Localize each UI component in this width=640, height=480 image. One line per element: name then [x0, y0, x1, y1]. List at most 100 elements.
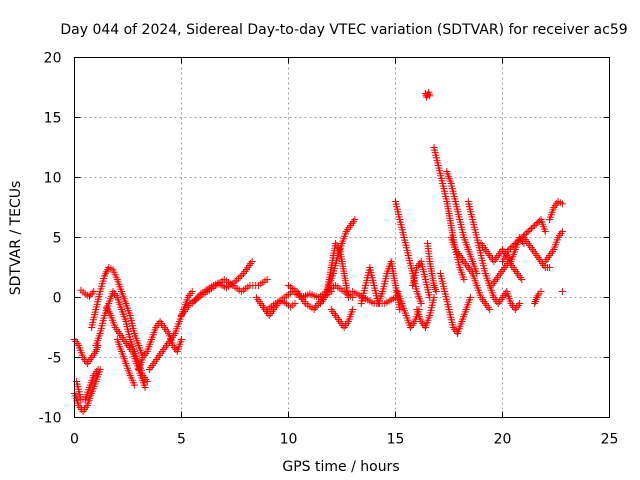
data-point — [510, 241, 518, 249]
data-point — [425, 90, 433, 98]
data-point — [143, 378, 151, 385]
data-point — [534, 292, 542, 300]
data-point — [558, 288, 566, 295]
data-point — [344, 294, 352, 301]
y-tick-label: -5 — [48, 351, 62, 367]
data-point — [518, 276, 526, 283]
series-arc-ag — [531, 288, 545, 307]
series-arc-ah — [541, 228, 566, 265]
data-point — [141, 384, 149, 391]
series-arc-d — [103, 303, 149, 391]
data-point — [130, 381, 138, 389]
series-arc-ad — [488, 258, 526, 289]
data-point — [531, 222, 539, 229]
x-tick-label: 0 — [70, 432, 79, 448]
data-point — [426, 92, 434, 100]
data-point — [291, 300, 299, 307]
series-arc-i — [188, 258, 256, 307]
series-arc-u — [413, 294, 438, 331]
series-arc-a — [77, 286, 98, 300]
x-tick-label: 10 — [280, 432, 298, 448]
series-arc-o — [327, 306, 357, 331]
data-point — [263, 276, 271, 283]
data-point — [430, 294, 438, 301]
x-tick-label: 15 — [387, 432, 405, 448]
data-point — [516, 300, 524, 307]
data-point — [236, 273, 244, 281]
data-point — [558, 228, 566, 235]
series-arc-t — [409, 258, 434, 301]
data-point — [511, 240, 519, 247]
y-tick-label: 0 — [53, 291, 62, 307]
data-point — [396, 306, 404, 313]
data-point — [527, 225, 535, 232]
series-arc-ab — [464, 198, 524, 313]
y-tick-label: 15 — [44, 111, 62, 127]
y-tick-label: 10 — [44, 171, 62, 187]
series-arc-aa — [447, 234, 494, 313]
series-arc-start-low — [71, 366, 104, 415]
data-point — [533, 294, 541, 301]
data-point — [513, 238, 521, 246]
series-arc-w — [424, 240, 440, 295]
data-point — [546, 264, 554, 271]
data-point — [524, 228, 532, 235]
x-axis-label: GPS time / hours — [282, 459, 399, 475]
data-point — [534, 219, 542, 226]
y-tick-label: 20 — [44, 51, 62, 67]
data-point — [460, 276, 468, 283]
x-tick-label: 20 — [494, 432, 512, 448]
data-point — [351, 216, 359, 223]
data-point — [90, 288, 98, 295]
series-arc-e — [113, 336, 138, 389]
data-point — [188, 288, 196, 295]
data-point — [85, 292, 93, 300]
data-point — [417, 300, 425, 307]
data-point — [248, 258, 256, 265]
data-point — [529, 223, 537, 231]
data-point — [537, 288, 545, 295]
data-point — [532, 220, 540, 228]
chart-title: Day 044 of 2024, Sidereal Day-to-day VTE… — [60, 22, 627, 38]
series-arc-q — [357, 258, 404, 313]
data-points — [71, 88, 566, 415]
data-point — [505, 246, 513, 253]
series-arc-af — [520, 234, 554, 271]
data-point — [94, 366, 102, 373]
data-point — [541, 228, 549, 235]
series-arc-v — [421, 88, 434, 101]
y-tick-label: -10 — [39, 411, 62, 427]
series-arc-s — [394, 288, 423, 331]
data-point — [87, 291, 95, 299]
data-point — [425, 88, 433, 96]
data-point — [233, 276, 241, 284]
data-point — [508, 243, 516, 250]
y-tick-label: 5 — [53, 231, 62, 247]
x-tick-label: 5 — [177, 432, 186, 448]
data-point — [432, 288, 440, 295]
x-tick-label: 25 — [601, 432, 619, 448]
series-arc-n — [323, 240, 352, 301]
data-point — [349, 306, 357, 313]
series-arc-ae — [499, 216, 549, 265]
data-point — [234, 275, 242, 283]
data-point — [178, 336, 185, 343]
plot-frame — [74, 57, 610, 418]
data-point — [523, 229, 531, 237]
data-point — [466, 294, 474, 301]
data-point — [88, 289, 96, 297]
series-arc-aj — [558, 288, 566, 295]
data-point — [486, 306, 494, 313]
series-arc-start-2 — [73, 366, 102, 403]
data-point — [507, 244, 515, 252]
series-arc-f — [135, 318, 185, 373]
data-point — [526, 226, 534, 234]
series-arc-m — [317, 216, 359, 307]
data-point — [558, 200, 566, 208]
series-arc-y — [436, 270, 474, 337]
y-axis-label: SDTVAR / TECUs — [8, 181, 24, 296]
y-tick-labels: -10 -5 0 5 10 15 20 — [39, 51, 62, 427]
x-tick-labels: 0 5 10 15 20 25 — [70, 432, 618, 448]
